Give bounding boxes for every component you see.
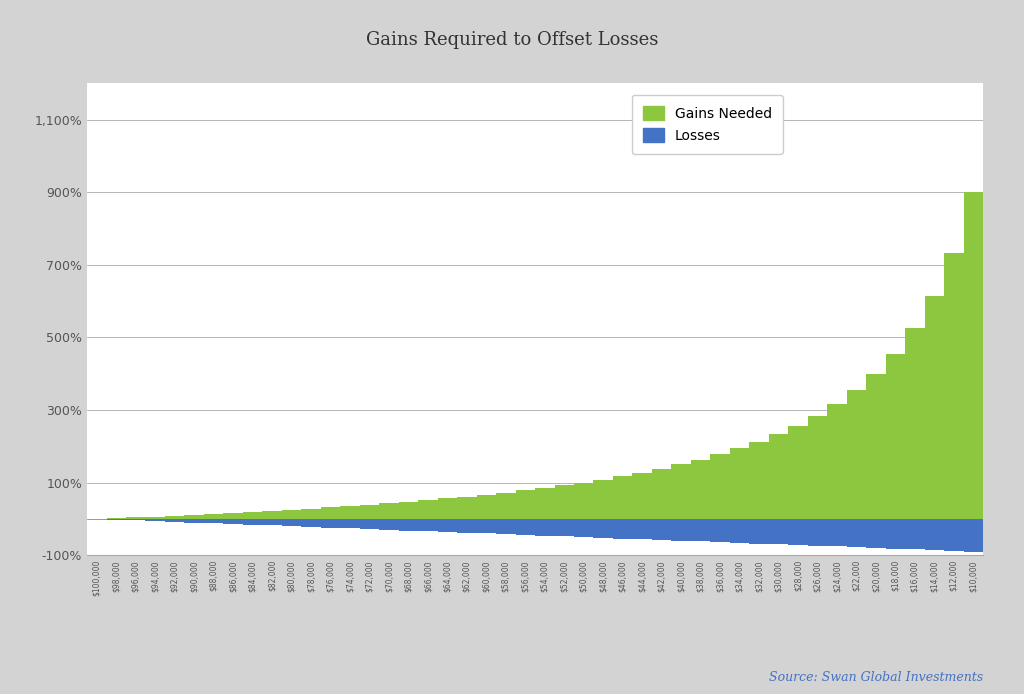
Bar xyxy=(457,519,476,533)
Bar xyxy=(827,519,847,546)
Bar xyxy=(184,515,204,519)
Bar xyxy=(165,519,184,522)
Bar xyxy=(515,491,536,519)
Bar xyxy=(594,519,613,538)
Bar xyxy=(555,485,574,519)
Bar xyxy=(418,500,437,519)
Bar xyxy=(866,519,886,548)
Bar xyxy=(633,473,652,519)
Bar xyxy=(827,404,847,519)
Bar xyxy=(652,468,672,519)
Bar xyxy=(750,442,769,519)
Bar xyxy=(476,519,496,534)
Bar xyxy=(204,514,223,519)
Bar xyxy=(944,519,964,551)
Text: Gains Required to Offset Losses: Gains Required to Offset Losses xyxy=(366,31,658,49)
Bar xyxy=(262,519,282,525)
Bar xyxy=(476,495,496,519)
Bar xyxy=(769,434,788,519)
Bar xyxy=(282,519,301,526)
Bar xyxy=(750,519,769,543)
Bar xyxy=(711,519,730,542)
Bar xyxy=(808,519,827,545)
Bar xyxy=(496,519,515,534)
Bar xyxy=(457,497,476,519)
Text: Source: Swan Global Investments: Source: Swan Global Investments xyxy=(769,670,983,684)
Bar xyxy=(536,519,555,536)
Bar xyxy=(808,416,827,519)
Bar xyxy=(145,519,165,521)
Bar xyxy=(944,253,964,519)
Bar xyxy=(321,519,340,527)
Bar xyxy=(359,519,379,529)
Bar xyxy=(262,511,282,519)
Bar xyxy=(574,519,594,537)
Bar xyxy=(672,519,691,541)
Bar xyxy=(613,476,633,519)
Bar xyxy=(711,455,730,519)
Bar xyxy=(964,192,983,519)
Bar xyxy=(964,519,983,552)
Bar xyxy=(184,519,204,523)
Bar xyxy=(574,482,594,519)
Bar xyxy=(340,506,359,519)
Bar xyxy=(866,373,886,519)
Bar xyxy=(223,513,243,519)
Bar xyxy=(847,519,866,547)
Bar xyxy=(788,425,808,519)
Legend: Gains Needed, Losses: Gains Needed, Losses xyxy=(632,95,783,154)
Bar xyxy=(905,328,925,519)
Bar xyxy=(730,519,750,543)
Bar xyxy=(321,507,340,519)
Bar xyxy=(437,519,457,532)
Bar xyxy=(730,448,750,519)
Bar xyxy=(398,519,418,530)
Bar xyxy=(340,519,359,528)
Bar xyxy=(633,519,652,539)
Bar xyxy=(886,353,905,519)
Bar xyxy=(165,516,184,519)
Bar xyxy=(925,296,944,519)
Bar xyxy=(418,519,437,531)
Bar xyxy=(126,519,145,520)
Bar xyxy=(905,519,925,550)
Bar xyxy=(555,519,574,536)
Bar xyxy=(126,518,145,519)
Bar xyxy=(301,519,321,527)
Bar xyxy=(359,505,379,519)
Bar xyxy=(515,519,536,535)
Bar xyxy=(437,498,457,519)
Bar xyxy=(379,519,398,530)
Bar xyxy=(106,518,126,519)
Bar xyxy=(847,390,866,519)
Bar xyxy=(398,502,418,519)
Bar xyxy=(788,519,808,545)
Bar xyxy=(594,480,613,519)
Bar xyxy=(925,519,944,550)
Bar xyxy=(223,519,243,524)
Bar xyxy=(301,509,321,519)
Bar xyxy=(769,519,788,544)
Bar xyxy=(536,488,555,519)
Bar xyxy=(106,519,126,520)
Bar xyxy=(652,519,672,540)
Bar xyxy=(204,519,223,523)
Bar xyxy=(243,512,262,519)
Bar xyxy=(496,493,515,519)
Bar xyxy=(691,519,711,541)
Bar xyxy=(691,459,711,519)
Bar xyxy=(886,519,905,549)
Bar xyxy=(672,464,691,519)
Bar xyxy=(613,519,633,539)
Bar xyxy=(379,503,398,519)
Bar xyxy=(145,516,165,519)
Bar xyxy=(243,519,262,525)
Bar xyxy=(282,510,301,519)
